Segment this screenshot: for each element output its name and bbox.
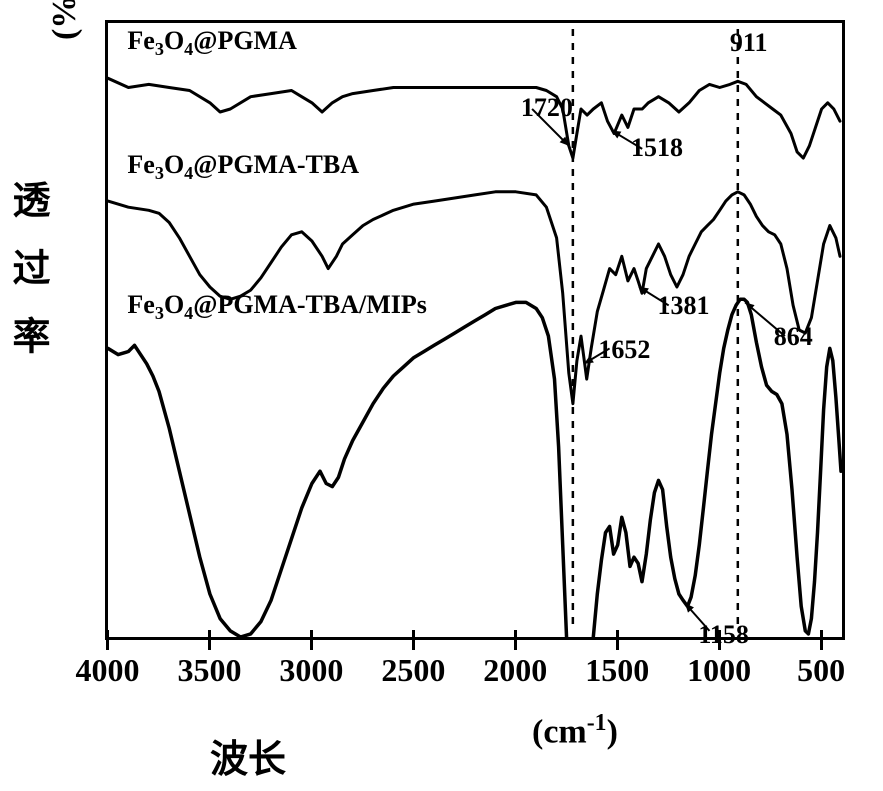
x-tick-mark: [106, 640, 109, 650]
x-tick-label: 500: [784, 652, 859, 689]
x-tick-mark: [514, 640, 517, 650]
peak-label: 864: [774, 322, 813, 352]
x-tick-mark: [208, 640, 211, 650]
peak-label: 911: [730, 28, 768, 58]
x-tick-inner: [514, 630, 517, 640]
x-tick-label: 1000: [682, 652, 757, 689]
peak-label: 1720: [521, 93, 573, 123]
x-tick-label: 3000: [274, 652, 349, 689]
x-tick-inner: [208, 630, 211, 640]
x-tick-inner: [106, 630, 109, 640]
x-tick-mark: [616, 640, 619, 650]
curve-label-1: Fe3O4@PGMA-TBA: [127, 150, 359, 184]
x-tick-inner: [310, 630, 313, 640]
chart-container: 透过率 (%) 4000350030002500200015001000500 …: [0, 0, 883, 791]
x-tick-mark: [412, 640, 415, 650]
peak-label: 1518: [631, 133, 683, 163]
plot-area: [105, 20, 845, 640]
y-axis-label: 透过率: [0, 180, 55, 384]
x-tick-label: 3500: [172, 652, 247, 689]
spectrum-curve-2: [108, 299, 841, 637]
x-tick-label: 2500: [376, 652, 451, 689]
x-tick-inner: [616, 630, 619, 640]
x-axis-label: 波长: [210, 728, 286, 783]
y-axis-unit: (%): [46, 0, 84, 40]
x-tick-label: 2000: [478, 652, 553, 689]
x-tick-inner: [820, 630, 823, 640]
peak-label: 1158: [698, 620, 749, 650]
x-tick-label: 1500: [580, 652, 655, 689]
curve-label-0: Fe3O4@PGMA: [127, 26, 296, 60]
x-tick-mark: [310, 640, 313, 650]
x-tick-label: 4000: [70, 652, 145, 689]
x-tick-inner: [412, 630, 415, 640]
x-axis-unit: (cm-1): [532, 710, 618, 751]
curves-svg: [108, 23, 842, 637]
peak-label: 1381: [658, 291, 710, 321]
peak-label: 1652: [598, 335, 650, 365]
curve-label-2: Fe3O4@PGMA-TBA/MIPs: [127, 290, 426, 324]
spectrum-curve-0: [108, 78, 840, 158]
x-tick-mark: [820, 640, 823, 650]
